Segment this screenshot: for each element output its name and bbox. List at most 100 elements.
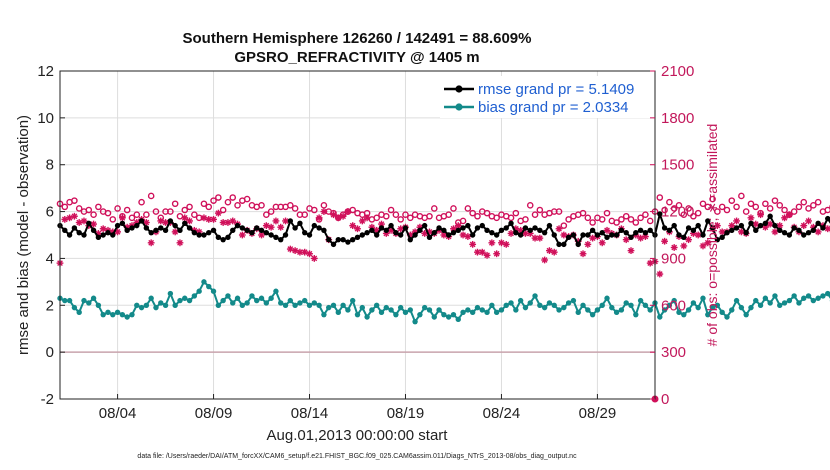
rmse-series-point (575, 241, 581, 248)
obs-assimilated-point (680, 242, 688, 250)
rmse-series-point (397, 232, 404, 238)
y-tick-label: -2 (41, 391, 54, 408)
x-tick-label: 08/19 (387, 405, 425, 422)
rmse-series-point (647, 227, 653, 234)
asterisk-stroke (781, 214, 788, 221)
bias-series-point (647, 307, 653, 313)
asterisk-stroke (340, 213, 346, 220)
bias-series-point (460, 309, 466, 316)
bias-series-point (556, 307, 562, 313)
rmse-series-point (493, 232, 500, 238)
bias-series-point (743, 311, 749, 318)
bias-series-point (273, 288, 279, 294)
obs-possible-point (320, 202, 328, 209)
asterisk-stroke (71, 213, 78, 220)
bias-series-point (733, 297, 740, 304)
obs-possible-point (747, 200, 755, 208)
obs-possible-point (656, 194, 664, 201)
obs-possible-point (762, 200, 769, 208)
bias-series-point (570, 297, 577, 304)
rmse-series-point (62, 227, 68, 234)
obs-assimilated-point (656, 270, 664, 278)
bias-series-point (263, 300, 270, 306)
rmse-series-point (556, 241, 562, 248)
bias-series-point (445, 314, 452, 320)
obs-possible-point (109, 216, 117, 223)
asterisk-stroke (772, 229, 778, 235)
obs-assimilated-point (771, 228, 779, 236)
bias-series-point (522, 304, 529, 311)
obs-possible-point (392, 211, 400, 218)
obs-possible-point (445, 211, 452, 218)
obs-possible-point (666, 198, 673, 206)
rmse-series-point (714, 236, 721, 243)
rmse-series-point (402, 225, 409, 231)
asterisk-stroke (162, 219, 169, 226)
asterisk-stroke (719, 229, 726, 235)
obs-possible-point (133, 211, 141, 218)
rmse-series-point (292, 225, 298, 231)
obs-assimilated-point (541, 256, 549, 264)
y2-tick-label: 300 (661, 344, 686, 361)
asterisk-stroke (767, 221, 774, 227)
asterisk-stroke (239, 232, 246, 238)
obs-possible-point (805, 205, 812, 212)
legend-bias-label: bias grand pr = 2.0334 (478, 99, 629, 116)
obs-assimilated-point (713, 222, 721, 230)
rmse-series-point (685, 225, 692, 231)
bias-series-point (671, 297, 677, 304)
rmse-series-point (450, 229, 457, 236)
obs-possible-point (685, 205, 692, 212)
bias-series-point (772, 293, 778, 299)
rmse-series-point (81, 232, 87, 238)
asterisk-stroke (277, 224, 284, 231)
x-tick-label: 08/09 (195, 405, 233, 422)
rmse-series-point (278, 236, 284, 243)
bias-series-point (604, 295, 610, 301)
bias-series-point (100, 311, 106, 318)
obs-assimilated-point (464, 233, 472, 240)
obs-possible-point (771, 197, 779, 204)
obs-possible-point (61, 203, 69, 211)
asterisk-stroke (373, 227, 380, 234)
asterisk-stroke (680, 243, 687, 249)
bias-series-point (110, 311, 116, 318)
obs-assimilated-point (75, 219, 83, 226)
rmse-series-point (551, 232, 557, 238)
asterisk-stroke (762, 224, 769, 231)
bias-series-point (748, 304, 754, 311)
asterisk-stroke (119, 214, 126, 221)
asterisk-stroke (536, 235, 543, 241)
bias-series-point (729, 307, 735, 313)
obs-assimilated-point (171, 228, 179, 236)
asterisk-stroke (546, 247, 553, 254)
rmse-series-point (258, 227, 265, 234)
y2-tick-label: 1500 (661, 157, 694, 174)
asterisk-stroke (364, 214, 370, 221)
obs-possible-point (191, 211, 198, 218)
obs-assimilated-point (531, 234, 539, 242)
asterisk-stroke (488, 239, 495, 246)
y2-tick-label: 900 (661, 250, 686, 267)
asterisk-stroke (263, 222, 270, 229)
obs-assimilated-point (469, 240, 477, 248)
rmse-series-point (153, 227, 159, 234)
legend: rmse grand pr = 5.1409 bias grand pr = 2… (440, 76, 650, 118)
rmse-series-point (820, 225, 826, 231)
rmse-series-point (637, 227, 644, 234)
obs-possible-point (507, 214, 515, 222)
obs-possible-point (714, 208, 721, 215)
legend-bias-marker (455, 103, 463, 111)
asterisk-stroke (287, 246, 294, 252)
rmse-series-point (666, 227, 673, 234)
asterisk-stroke (201, 214, 207, 221)
bias-series-point (402, 309, 409, 316)
obs-possible-point (699, 200, 707, 208)
rmse-series-point (777, 227, 783, 234)
bias-series-point (244, 300, 250, 306)
asterisk-stroke (642, 233, 649, 240)
bias-series-point (633, 311, 639, 318)
rmse-series-point (489, 229, 495, 236)
obs-possible-point (723, 206, 731, 214)
